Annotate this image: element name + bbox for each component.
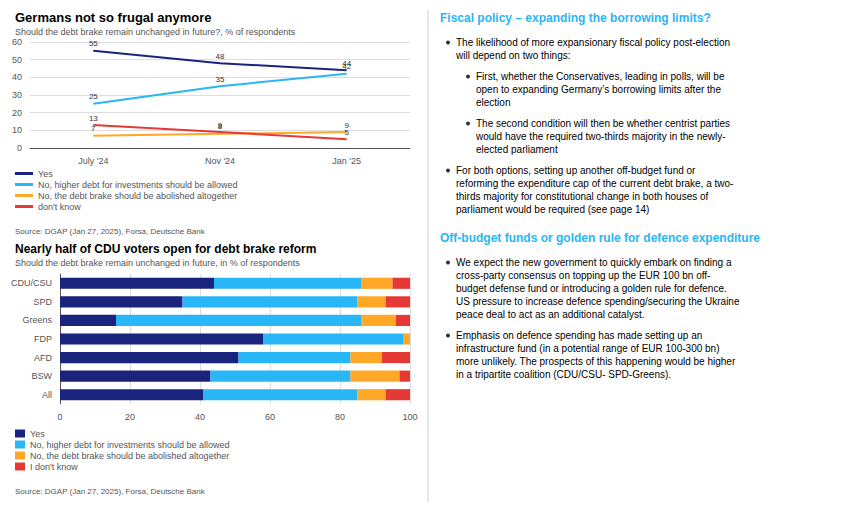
svg-text:All: All — [42, 390, 52, 400]
svg-text:9: 9 — [344, 120, 349, 130]
svg-text:20: 20 — [125, 412, 135, 422]
svg-text:I don't know: I don't know — [30, 462, 78, 472]
svg-text:would have the required two-th: would have the required two-thirds major… — [475, 131, 726, 142]
svg-text:5: 5 — [344, 128, 349, 137]
svg-text:First, whether the Conservativ: First, whether the Conservatives, leadin… — [476, 71, 725, 82]
svg-text:open to expanding Germany’s bo: open to expanding Germany’s borrowing li… — [476, 84, 721, 95]
svg-text:13: 13 — [89, 114, 98, 123]
svg-text:Nearly half of CDU voters open: Nearly half of CDU voters open for debt … — [15, 242, 316, 256]
svg-text:July '24: July '24 — [78, 156, 108, 166]
svg-text:Emphasis on defence spending h: Emphasis on defence spending has made se… — [456, 330, 702, 341]
svg-text:We expect the new government t: We expect the new government to quickly … — [456, 257, 732, 268]
svg-text:parliament would be required (: parliament would be required (see page 1… — [456, 204, 649, 215]
svg-text:The second condition will then: The second condition will then be whethe… — [476, 118, 730, 129]
svg-text:election: election — [476, 97, 510, 108]
svg-text:9: 9 — [218, 121, 223, 130]
svg-text:Yes: Yes — [30, 429, 45, 439]
svg-text:No, the debt brake should be a: No, the debt brake should be abolished a… — [38, 191, 237, 201]
svg-text:100: 100 — [402, 412, 417, 422]
svg-text:reforming the expenditure cap: reforming the expenditure cap of the cur… — [456, 178, 733, 189]
svg-text:FDP: FDP — [34, 334, 52, 344]
svg-text:Greens: Greens — [22, 315, 52, 325]
svg-text:Should the debt brake remain u: Should the debt brake remain unchanged i… — [15, 27, 296, 37]
svg-text:BSW: BSW — [31, 371, 52, 381]
svg-text:60: 60 — [12, 37, 22, 47]
svg-text:don't know: don't know — [38, 202, 81, 212]
svg-text:60: 60 — [265, 412, 275, 422]
svg-text:40: 40 — [12, 72, 22, 82]
svg-text:Nov '24: Nov '24 — [205, 156, 235, 166]
svg-text:Fiscal policy – expanding the: Fiscal policy – expanding the borrowing … — [440, 11, 711, 25]
svg-text:Germans not so frugal anymore: Germans not so frugal anymore — [15, 10, 212, 25]
svg-text:48: 48 — [216, 52, 225, 61]
svg-text:Yes: Yes — [38, 169, 53, 179]
svg-text:35: 35 — [216, 75, 225, 84]
svg-text:peace deal to act as an additi: peace deal to act as an additional catal… — [456, 309, 644, 320]
svg-text:will depend on two things:: will depend on two things: — [455, 50, 571, 61]
svg-text:Source: DGAP (Jan 27, 2025), F: Source: DGAP (Jan 27, 2025), Forsa, Deut… — [15, 227, 206, 236]
svg-text:budget defense fund or introdu: budget defense fund or introducing a gol… — [456, 283, 727, 294]
svg-text:cross-party consensus on toppi: cross-party consensus on topping up the … — [456, 270, 710, 281]
svg-text:20: 20 — [12, 108, 22, 118]
svg-text:50: 50 — [12, 55, 22, 65]
svg-text:CDU/CSU: CDU/CSU — [11, 278, 52, 288]
svg-text:No, the debt brake should be a: No, the debt brake should be abolished a… — [30, 451, 229, 461]
svg-text:For both options, setting up a: For both options, setting up another off… — [456, 165, 696, 176]
svg-text:40: 40 — [195, 412, 205, 422]
svg-text:Off-budget funds or golden rul: Off-budget funds or golden rule for defe… — [440, 231, 760, 245]
svg-text:80: 80 — [335, 412, 345, 422]
svg-text:Source: DGAP (Jan 27, 2025), F: Source: DGAP (Jan 27, 2025), Forsa, Deut… — [15, 487, 206, 496]
svg-text:55: 55 — [89, 39, 98, 48]
svg-text:AFD: AFD — [34, 353, 53, 363]
svg-text:Should the debt brake remain u: Should the debt brake remain unchanged i… — [15, 258, 300, 268]
svg-text:more unlikely. The prospects o: more unlikely. The prospects of this hap… — [456, 356, 736, 367]
svg-text:Jan '25: Jan '25 — [332, 156, 361, 166]
svg-text:infrastructure fund (in a pote: infrastructure fund (in a potential rang… — [456, 343, 720, 354]
svg-text:US pressure to increase defenc: US pressure to increase defence spending… — [456, 296, 740, 307]
svg-text:The likelihood of more expansi: The likelihood of more expansionary fisc… — [456, 37, 730, 48]
svg-text:elected parliament: elected parliament — [476, 144, 558, 155]
svg-text:SPD: SPD — [33, 297, 52, 307]
svg-text:25: 25 — [89, 92, 98, 101]
svg-text:30: 30 — [12, 90, 22, 100]
svg-text:7: 7 — [91, 124, 96, 133]
svg-text:0: 0 — [57, 412, 62, 422]
svg-text:10: 10 — [12, 125, 22, 135]
svg-text:42: 42 — [342, 62, 351, 71]
svg-text:in a tripartite coalition (CDU: in a tripartite coalition (CDU/CSU- SPD-… — [456, 369, 671, 380]
svg-text:0: 0 — [17, 143, 22, 153]
svg-text:No, higher debt for investment: No, higher debt for investments should b… — [38, 180, 238, 190]
svg-text:thirds majority for constituti: thirds majority for constitutional chang… — [456, 191, 709, 202]
svg-text:No, higher debt for investment: No, higher debt for investments should b… — [30, 440, 230, 450]
